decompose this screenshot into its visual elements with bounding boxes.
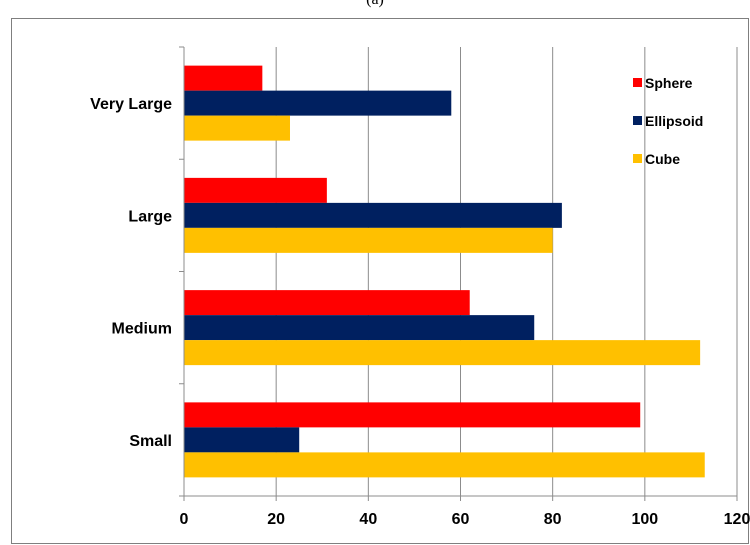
bar-large-cube [184, 227, 553, 253]
legend-label-ellipsoid: Ellipsoid [645, 113, 703, 129]
legend-swatch-ellipsoid [633, 116, 642, 125]
bar-medium-sphere [184, 290, 470, 316]
x-tick-label: 20 [267, 511, 285, 528]
legend-label-cube: Cube [645, 151, 680, 167]
x-tick-label: 60 [452, 511, 470, 528]
y-tick-label: Very Large [90, 96, 172, 113]
bar-medium-ellipsoid [184, 315, 535, 341]
legend-label-sphere: Sphere [645, 75, 693, 91]
bar-very-large-ellipsoid [184, 90, 452, 116]
x-tick-label: 80 [544, 511, 562, 528]
y-tick-label: Small [129, 433, 172, 450]
axes: 0 20 40 60 80 100 120 Very Large Large Medium Smal… [90, 46, 750, 528]
x-tick-label: 100 [631, 511, 658, 528]
y-tick-label: Large [128, 208, 172, 225]
bar-small-cube [184, 452, 705, 478]
panel-label: (a) [0, 0, 750, 9]
legend-swatch-cube [633, 154, 642, 163]
bar-very-large-cube [184, 115, 290, 141]
legend: Sphere Ellipsoid Cube [633, 75, 703, 167]
bar-small-ellipsoid [184, 427, 300, 453]
y-tick-label: Medium [112, 321, 172, 338]
bar-large-ellipsoid [184, 202, 562, 228]
x-tick-label: 0 [180, 511, 189, 528]
bar-large-sphere [184, 177, 327, 203]
bar-medium-cube [184, 340, 701, 366]
x-tick-label: 120 [724, 511, 750, 528]
chart-frame [11, 18, 749, 544]
x-tick-label: 40 [359, 511, 377, 528]
bar-very-large-sphere [184, 65, 263, 91]
legend-swatch-sphere [633, 78, 642, 87]
bars [184, 65, 705, 478]
bar-small-sphere [184, 402, 641, 428]
